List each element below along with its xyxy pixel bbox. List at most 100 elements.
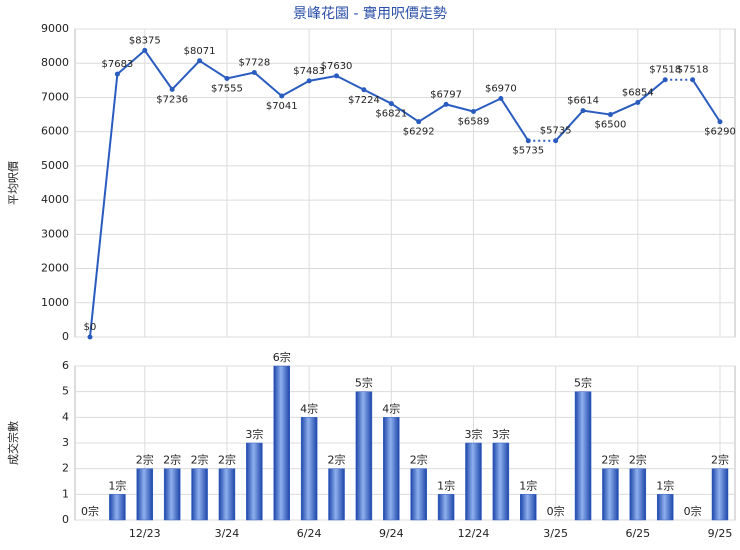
data-label: $6500	[595, 120, 627, 131]
y-tick-label: 2000	[41, 262, 69, 275]
data-label: $6589	[458, 117, 490, 128]
y-tick-label: 1000	[41, 296, 69, 309]
point	[197, 58, 203, 64]
point	[553, 138, 559, 144]
bar	[410, 468, 427, 521]
line-segment	[253, 71, 283, 97]
data-label: $6614	[567, 96, 599, 107]
bar	[629, 468, 647, 521]
data-label: $6821	[375, 109, 407, 120]
data-label: $6292	[403, 127, 435, 138]
data-label: 5宗	[355, 376, 373, 390]
line-segment	[637, 78, 666, 104]
line-segment	[445, 103, 474, 113]
data-label: $5735	[512, 146, 544, 157]
data-label: $7630	[321, 61, 353, 72]
data-label: 3宗	[492, 427, 510, 441]
data-label: 0宗	[684, 504, 702, 518]
point	[662, 77, 668, 83]
point	[580, 108, 586, 114]
bar	[492, 442, 510, 521]
line-segment	[89, 73, 119, 338]
data-label: $6797	[430, 89, 462, 100]
x-tick-label: 6/24	[297, 527, 322, 540]
data-label: 4宗	[300, 401, 318, 415]
bar	[328, 468, 345, 521]
x-tick-label: 12/24	[458, 527, 490, 540]
bar	[602, 468, 619, 521]
point	[306, 78, 312, 84]
y-tick-label: 4	[62, 410, 69, 423]
chart-title: 景峰花園 - 實用呎價走勢	[293, 5, 447, 22]
y-tick-label: 3	[62, 436, 69, 449]
data-label: 3宗	[464, 427, 482, 441]
bar	[136, 468, 154, 521]
bar	[109, 494, 126, 521]
line-segment	[610, 101, 639, 116]
line-segment	[199, 59, 228, 80]
y-tick-label: 6000	[41, 125, 69, 138]
point	[690, 77, 696, 83]
line-segment	[473, 97, 502, 113]
point	[361, 87, 367, 93]
data-label: $5735	[540, 126, 572, 137]
point	[525, 138, 531, 144]
line-segment	[226, 71, 255, 80]
y-tick-label: 4000	[41, 193, 69, 206]
y-tick-label: 7000	[41, 90, 69, 103]
bar	[656, 494, 674, 521]
y-tick-label: 1	[62, 487, 69, 500]
data-label: $7224	[348, 95, 380, 106]
x-tick-label: 3/24	[215, 527, 240, 540]
line-segment	[691, 79, 721, 123]
x-tick-label: 9/25	[708, 527, 733, 540]
point	[87, 334, 93, 340]
bar	[574, 391, 592, 521]
bar	[383, 417, 400, 521]
bar	[218, 468, 236, 521]
data-label: 2宗	[163, 453, 181, 467]
line-segment	[554, 109, 584, 142]
data-label: 3宗	[245, 427, 263, 441]
line-segment	[582, 109, 611, 116]
y-tick-label: 0	[62, 513, 69, 526]
data-label: $6970	[485, 83, 517, 94]
bar	[355, 391, 373, 521]
data-label: $7518	[649, 65, 681, 76]
data-label: $8375	[129, 35, 161, 46]
y-axis-label: 平均呎價	[6, 161, 20, 205]
line-segment	[500, 97, 530, 142]
y-tick-label: 5000	[41, 159, 69, 172]
bar	[465, 442, 482, 521]
data-label: $7683	[101, 59, 133, 70]
bar	[300, 417, 318, 521]
y-tick-label: 9000	[41, 22, 69, 35]
data-label: $7236	[156, 94, 188, 105]
data-label: 2宗	[410, 453, 428, 467]
data-label: $6290	[704, 127, 736, 138]
line-segment	[116, 49, 146, 75]
point	[142, 47, 148, 53]
data-label: 1宗	[519, 478, 537, 492]
data-label: 2宗	[218, 453, 236, 467]
y-axis-label: 成交宗數	[6, 421, 20, 465]
data-label: 1宗	[108, 478, 126, 492]
bar	[711, 468, 729, 521]
x-tick-label: 6/25	[625, 527, 650, 540]
y-tick-label: 8000	[41, 56, 69, 69]
data-label: 6宗	[273, 350, 291, 364]
data-label: $6854	[622, 87, 654, 98]
y-tick-label: 3000	[41, 227, 69, 240]
point	[416, 119, 422, 125]
data-label: $7555	[211, 83, 243, 94]
bar	[437, 494, 455, 521]
line-segment	[363, 88, 392, 105]
y-tick-label: 5	[62, 385, 69, 398]
bar	[273, 365, 290, 521]
point	[388, 101, 394, 107]
point	[470, 109, 476, 115]
data-label: $7518	[677, 65, 709, 76]
y-tick-label: 2	[62, 462, 69, 475]
data-label: $0	[84, 322, 97, 333]
